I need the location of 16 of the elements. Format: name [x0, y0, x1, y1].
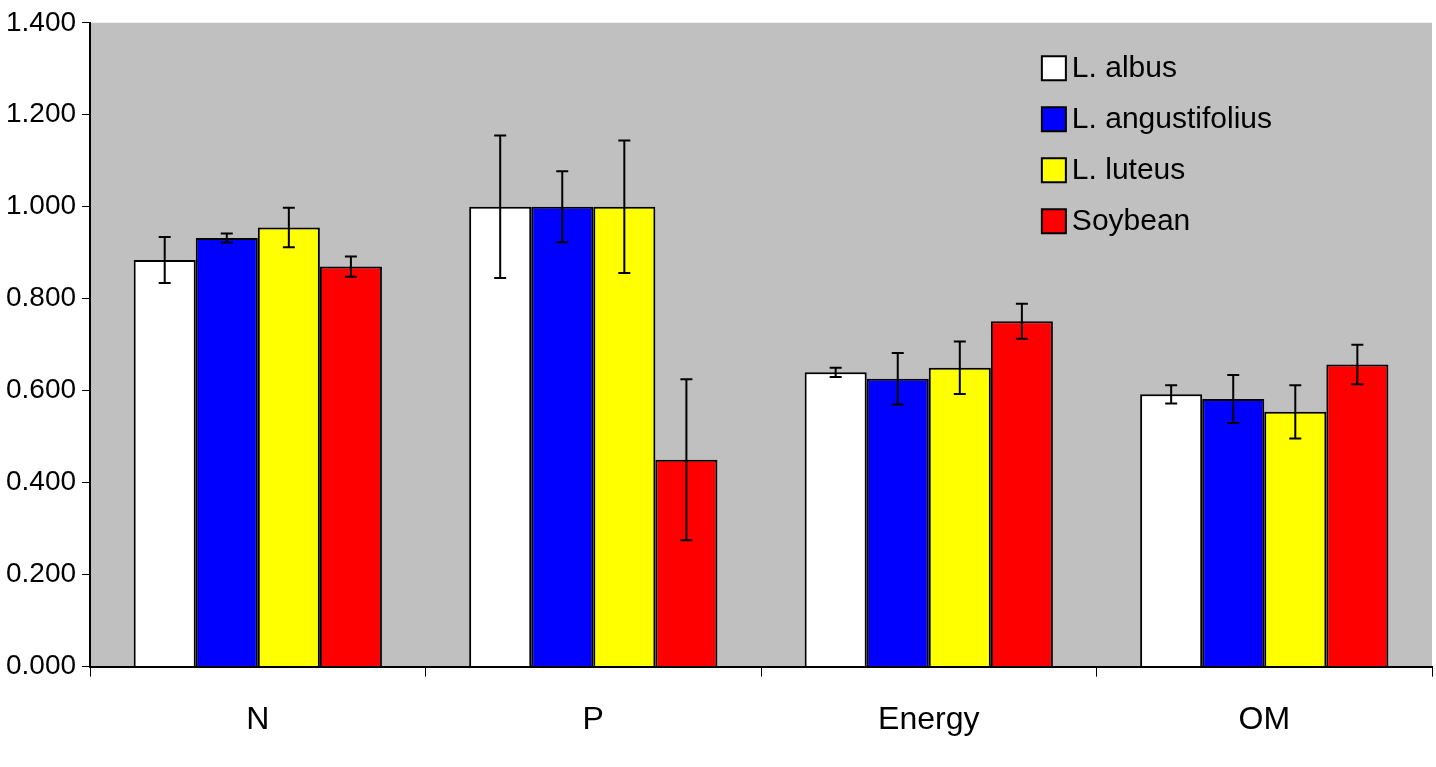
- legend-label: L. luteus: [1071, 151, 1186, 185]
- x-tick-label: P: [582, 699, 604, 736]
- legend-label: Soybean: [1071, 202, 1191, 236]
- y-tick-label: 1.200: [5, 97, 77, 129]
- y-tick-label: 1.400: [5, 5, 77, 37]
- x-tick-label: Energy: [878, 699, 980, 736]
- y-tick-label: 0.800: [5, 281, 77, 313]
- y-tick-label: 0.600: [5, 373, 77, 405]
- legend-label: L. angustifolius: [1071, 100, 1273, 134]
- x-tick-label: N: [246, 699, 270, 736]
- y-tick-label: 0.000: [5, 649, 77, 681]
- y-tick-label: 0.200: [5, 557, 77, 589]
- legend-label: L. albus: [1071, 49, 1177, 83]
- y-tick-label: 0.400: [5, 465, 77, 497]
- y-tick-label: 1.000: [5, 189, 77, 221]
- x-tick-label: OM: [1238, 699, 1291, 736]
